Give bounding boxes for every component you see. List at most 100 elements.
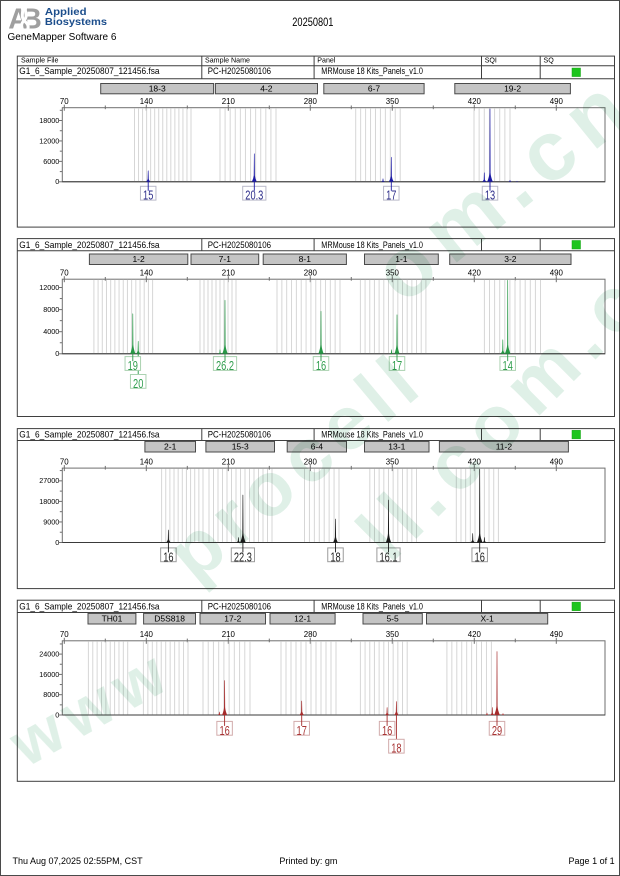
svg-text:70: 70 — [60, 458, 69, 467]
svg-text:3-2: 3-2 — [504, 254, 517, 264]
svg-text:PC-H2025080106: PC-H2025080106 — [208, 66, 271, 76]
svg-text:PC-H2025080106: PC-H2025080106 — [208, 430, 271, 440]
svg-text:4000: 4000 — [43, 327, 59, 336]
svg-text:19: 19 — [128, 358, 138, 373]
svg-text:280: 280 — [304, 269, 318, 278]
svg-text:490: 490 — [550, 458, 564, 467]
svg-text:16: 16 — [163, 549, 173, 564]
svg-text:140: 140 — [140, 269, 154, 278]
svg-text:15: 15 — [143, 188, 153, 203]
svg-text:210: 210 — [222, 458, 236, 467]
svg-text:17: 17 — [386, 188, 396, 203]
svg-text:SQI: SQI — [485, 56, 497, 64]
svg-text:20: 20 — [133, 376, 143, 391]
svg-text:18: 18 — [330, 549, 340, 564]
svg-text:11-2: 11-2 — [496, 442, 513, 452]
svg-text:0: 0 — [55, 177, 59, 186]
svg-text:16: 16 — [219, 723, 229, 738]
svg-text:MRMouse 18 Kits_Panels_v1.0: MRMouse 18 Kits_Panels_v1.0 — [321, 430, 423, 440]
svg-text:17: 17 — [297, 723, 307, 738]
svg-text:13: 13 — [485, 188, 495, 203]
svg-text:1-1: 1-1 — [395, 254, 408, 264]
svg-text:18: 18 — [391, 741, 401, 756]
svg-text:24000: 24000 — [39, 650, 59, 659]
svg-text:18-3: 18-3 — [149, 84, 166, 94]
svg-text:420: 420 — [468, 458, 482, 467]
svg-text:16: 16 — [316, 358, 326, 373]
svg-text:70: 70 — [60, 269, 69, 278]
svg-text:PC-H2025080106: PC-H2025080106 — [208, 602, 271, 612]
svg-text:280: 280 — [304, 97, 318, 106]
svg-text:350: 350 — [386, 630, 400, 639]
svg-text:16.1: 16.1 — [380, 549, 398, 564]
svg-text:13-1: 13-1 — [388, 442, 405, 452]
svg-text:MRMouse 18 Kits_Panels_v1.0: MRMouse 18 Kits_Panels_v1.0 — [321, 240, 423, 250]
svg-text:70: 70 — [60, 630, 69, 639]
svg-text:G1_6_Sample_20250807_121456.fs: G1_6_Sample_20250807_121456.fsa — [19, 430, 160, 440]
svg-text:8-1: 8-1 — [299, 254, 312, 264]
svg-text:7-1: 7-1 — [219, 254, 232, 264]
svg-text:D5S818: D5S818 — [154, 614, 185, 624]
svg-text:12000: 12000 — [39, 283, 59, 292]
svg-text:18000: 18000 — [39, 116, 59, 125]
svg-text:8000: 8000 — [43, 690, 59, 699]
svg-text:420: 420 — [468, 630, 482, 639]
svg-text:Thu Aug 07,2025 02:55PM, CST: Thu Aug 07,2025 02:55PM, CST — [13, 856, 144, 866]
svg-text:490: 490 — [550, 269, 564, 278]
svg-text:350: 350 — [386, 97, 400, 106]
svg-text:5-5: 5-5 — [386, 614, 399, 624]
svg-text:GeneMapper Software 6: GeneMapper Software 6 — [8, 32, 117, 43]
svg-text:420: 420 — [468, 97, 482, 106]
svg-text:Sample File: Sample File — [21, 56, 59, 64]
svg-text:1-2: 1-2 — [132, 254, 145, 264]
svg-text:350: 350 — [386, 458, 400, 467]
svg-text:140: 140 — [140, 458, 154, 467]
svg-text:12-1: 12-1 — [294, 614, 311, 624]
svg-text:18000: 18000 — [39, 497, 59, 506]
svg-text:210: 210 — [222, 269, 236, 278]
svg-text:26.2: 26.2 — [216, 358, 234, 373]
svg-text:210: 210 — [222, 630, 236, 639]
svg-text:17-2: 17-2 — [224, 614, 241, 624]
svg-text:19-2: 19-2 — [504, 84, 521, 94]
svg-text:0: 0 — [55, 538, 59, 547]
svg-text:Page 1 of 1: Page 1 of 1 — [569, 856, 615, 866]
svg-text:280: 280 — [304, 458, 318, 467]
svg-text:8000: 8000 — [43, 305, 59, 314]
svg-text:Applied: Applied — [45, 7, 87, 18]
svg-text:0: 0 — [55, 349, 59, 358]
svg-text:490: 490 — [550, 97, 564, 106]
svg-text:490: 490 — [550, 630, 564, 639]
svg-text:17: 17 — [392, 358, 402, 373]
svg-text:Printed by: gm: Printed by: gm — [279, 856, 337, 866]
svg-text:16: 16 — [475, 549, 485, 564]
svg-text:6-4: 6-4 — [311, 442, 324, 452]
svg-text:20.3: 20.3 — [245, 188, 263, 203]
svg-text:14: 14 — [503, 358, 513, 373]
svg-text:TH01: TH01 — [102, 614, 123, 624]
svg-text:12000: 12000 — [39, 136, 59, 145]
svg-text:140: 140 — [140, 97, 154, 106]
svg-text:G1_6_Sample_20250807_121456.fs: G1_6_Sample_20250807_121456.fsa — [19, 240, 160, 250]
svg-text:20250801: 20250801 — [292, 15, 333, 29]
svg-text:280: 280 — [304, 630, 318, 639]
svg-text:15-3: 15-3 — [232, 442, 249, 452]
svg-text:G1_6_Sample_20250807_121456.fs: G1_6_Sample_20250807_121456.fsa — [19, 602, 160, 612]
svg-text:Panel: Panel — [317, 56, 336, 64]
svg-text:Biosystems: Biosystems — [45, 17, 107, 28]
svg-text:420: 420 — [468, 269, 482, 278]
svg-text:0: 0 — [55, 710, 59, 719]
svg-text:MRMouse 18 Kits_Panels_v1.0: MRMouse 18 Kits_Panels_v1.0 — [321, 66, 423, 76]
svg-text:Sample Name: Sample Name — [205, 56, 250, 64]
svg-text:6-7: 6-7 — [368, 84, 381, 94]
svg-text:29: 29 — [492, 723, 502, 738]
svg-text:350: 350 — [386, 269, 400, 278]
svg-text:6000: 6000 — [43, 157, 59, 166]
svg-text:G1_6_Sample_20250807_121456.fs: G1_6_Sample_20250807_121456.fsa — [19, 66, 160, 76]
svg-text:9000: 9000 — [43, 517, 59, 526]
svg-text:4-2: 4-2 — [260, 84, 273, 94]
svg-text:MRMouse 18 Kits_Panels_v1.0: MRMouse 18 Kits_Panels_v1.0 — [321, 602, 423, 612]
svg-text:140: 140 — [140, 630, 154, 639]
svg-text:PC-H2025080106: PC-H2025080106 — [208, 240, 271, 250]
svg-text:SQ: SQ — [544, 56, 555, 64]
